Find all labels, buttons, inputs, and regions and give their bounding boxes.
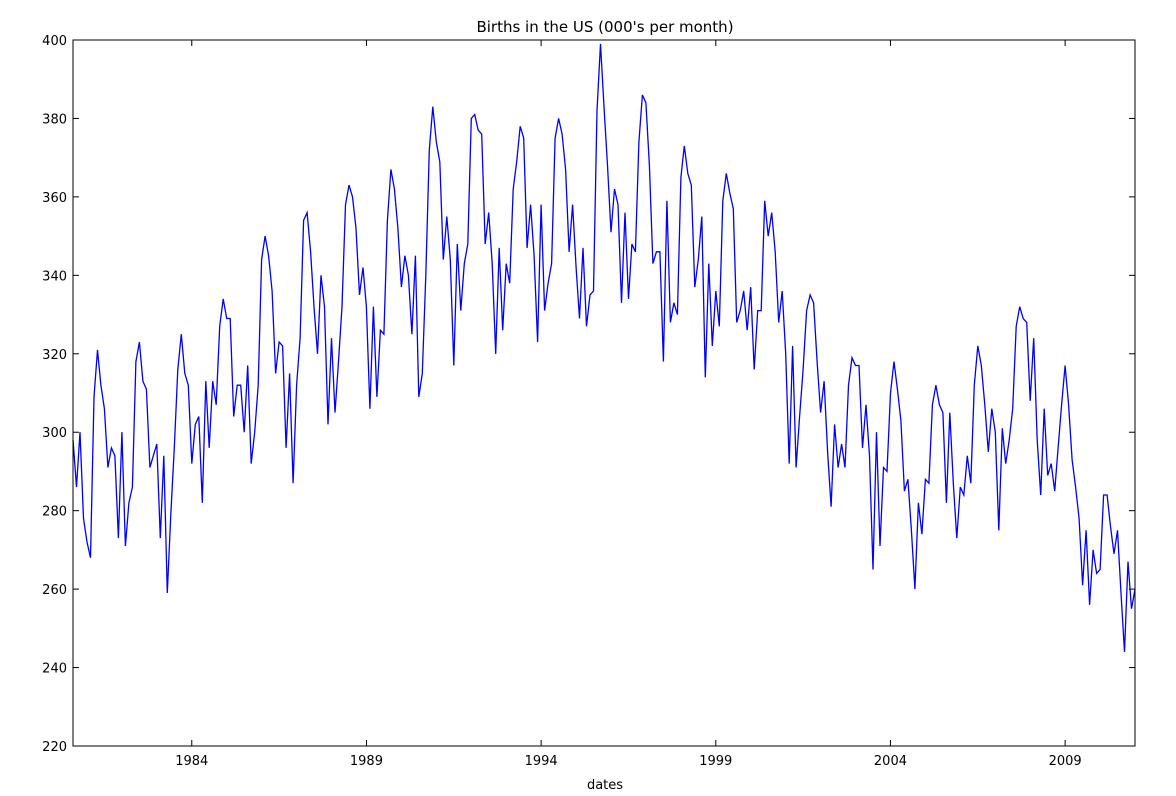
x-tick-label: 1984 — [175, 754, 208, 769]
x-tick-label: 1999 — [699, 754, 732, 769]
x-axis: 1984 1989 1994 1999 2004 2009 — [175, 40, 1082, 769]
y-tick-label: 260 — [42, 583, 67, 598]
y-axis: 220 240 260 280 300 320 340 360 380 400 — [42, 34, 1135, 755]
x-tick-label: 1989 — [350, 754, 383, 769]
y-tick-label: 360 — [42, 191, 67, 206]
y-tick-label: 400 — [42, 34, 67, 49]
x-tick-label: 1994 — [525, 754, 558, 769]
plot-frame — [72, 39, 1136, 747]
x-tick-label: 2009 — [1049, 754, 1082, 769]
series-line — [72, 43, 1136, 652]
y-tick-label: 240 — [42, 662, 67, 677]
y-tick-label: 220 — [42, 740, 67, 755]
y-tick-label: 280 — [42, 505, 67, 520]
y-tick-label: 380 — [42, 112, 67, 127]
y-tick-label: 340 — [42, 269, 67, 284]
x-axis-label: dates — [587, 778, 623, 793]
y-tick-label: 320 — [42, 348, 67, 363]
y-tick-label: 300 — [42, 426, 67, 441]
x-tick-label: 2004 — [874, 754, 907, 769]
chart-title: Births in the US (000's per month) — [476, 18, 733, 36]
